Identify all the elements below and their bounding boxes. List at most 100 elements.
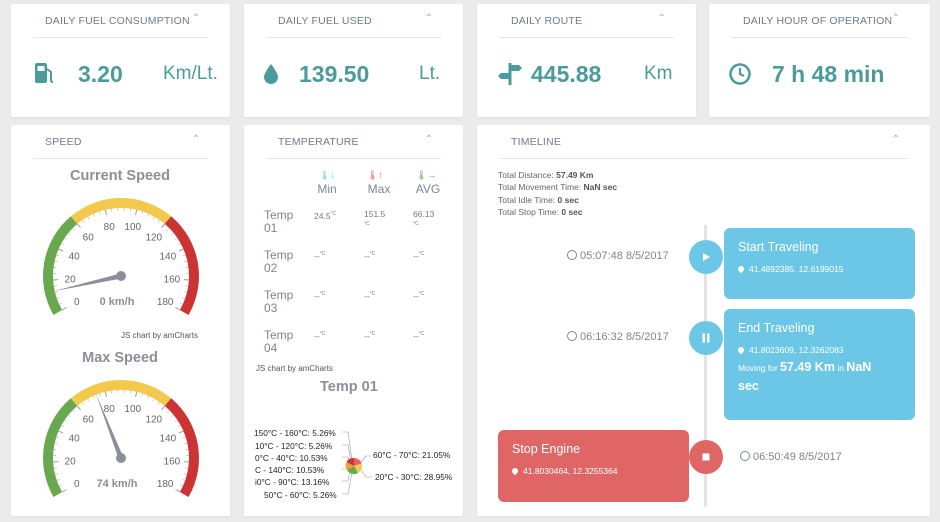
temp-max: --°C bbox=[364, 250, 376, 261]
gauge-tick bbox=[56, 479, 60, 481]
chevron-up-icon[interactable]: ⌃ bbox=[191, 134, 200, 145]
pause-icon[interactable] bbox=[689, 321, 723, 355]
card-title: DAILY FUEL CONSUMPTION bbox=[45, 15, 190, 27]
temp-min: --°C bbox=[314, 290, 326, 301]
card-title: SPEED bbox=[45, 136, 82, 148]
gauge-tick bbox=[182, 297, 186, 299]
temp-row-label: Temp 04 bbox=[264, 328, 294, 355]
map-pin-icon bbox=[736, 264, 746, 274]
gauge-tick bbox=[104, 209, 107, 215]
gauge-tick-label: 0 bbox=[74, 297, 80, 308]
event-coords: 41.8023609, 12.3262083 bbox=[736, 345, 844, 355]
temp-max: --°C bbox=[364, 330, 376, 341]
chevron-up-icon[interactable]: ⌃ bbox=[424, 13, 433, 24]
gauge-tick bbox=[182, 479, 186, 481]
gauge-tick bbox=[93, 395, 95, 399]
gauge-tick bbox=[61, 489, 67, 493]
pie-label: i0°C - 90°C: 13.16% bbox=[255, 477, 330, 487]
gauge-tick-label: 120 bbox=[145, 414, 162, 425]
gauge-tick bbox=[87, 398, 90, 402]
gauge-tick bbox=[174, 419, 178, 422]
event-title: End Traveling bbox=[738, 321, 815, 335]
event-card-stop[interactable]: Stop Engine 41.8030464, 12.3255364 bbox=[498, 430, 689, 502]
gauge-band-green bbox=[43, 398, 78, 497]
temp-avg: --°C bbox=[413, 330, 425, 341]
moving-summary: Moving for 57.49 Km in NaN sec bbox=[738, 360, 872, 393]
temp-avg: --°C bbox=[413, 250, 425, 261]
gauge-tick bbox=[93, 213, 95, 217]
gauge-tick bbox=[184, 442, 188, 444]
gauge-tick bbox=[82, 401, 85, 405]
event-card-end[interactable]: End Traveling 41.8023609, 12.3262083 Mov… bbox=[724, 309, 915, 420]
amcharts-credit[interactable]: JS chart by amCharts bbox=[121, 331, 198, 340]
gauge-tick bbox=[179, 302, 183, 305]
card-header: DAILY FUEL CONSUMPTION ⌃ bbox=[33, 4, 208, 38]
gauge-tick-label: 60 bbox=[83, 414, 95, 425]
gauge-tick-label: 160 bbox=[164, 456, 181, 467]
gauge-tick bbox=[59, 302, 63, 305]
gauge-tick-label: 120 bbox=[145, 232, 162, 243]
event-time: 06:16:32 8/5/2017 bbox=[567, 331, 669, 343]
card-title: DAILY ROUTE bbox=[511, 15, 583, 27]
pie-slices bbox=[345, 457, 363, 475]
gauge-tick bbox=[104, 391, 107, 397]
stop-icon[interactable] bbox=[689, 440, 723, 474]
gauge-tick bbox=[147, 213, 149, 217]
pie-label: 60°C - 70°C: 21.05% bbox=[373, 450, 451, 460]
chevron-up-icon[interactable]: ⌃ bbox=[424, 134, 433, 145]
temp-row-label: Temp 02 bbox=[264, 248, 294, 275]
gauge-tick bbox=[56, 254, 60, 257]
map-pin-icon bbox=[510, 466, 520, 476]
temp-min: 24.5°C bbox=[314, 210, 337, 221]
pie-title: Temp 01 bbox=[320, 379, 378, 395]
gauge-tick-label: 140 bbox=[159, 251, 176, 262]
event-card-start[interactable]: Start Traveling 41.4892385, 12.6199015 bbox=[724, 228, 915, 299]
gauge-tick bbox=[54, 260, 58, 262]
stat-value: 139.50 bbox=[299, 61, 370, 87]
chevron-up-icon[interactable]: ⌃ bbox=[657, 13, 666, 24]
gauge-tick bbox=[61, 243, 65, 246]
gauge-tick-label: 20 bbox=[65, 274, 77, 285]
play-icon[interactable] bbox=[689, 240, 723, 274]
gauge-tick bbox=[54, 442, 58, 444]
gauge-tick bbox=[177, 243, 181, 246]
amcharts-credit[interactable]: JS chart by amCharts bbox=[256, 364, 333, 373]
pie-label: 150°C - 160°C: 5.26% bbox=[254, 428, 336, 438]
gauge-tick bbox=[56, 436, 60, 439]
gauge-tick bbox=[72, 228, 75, 231]
gauge-tick bbox=[171, 232, 174, 235]
gauge-tick bbox=[147, 395, 149, 399]
chevron-up-icon[interactable]: ⌃ bbox=[891, 13, 900, 24]
gauge-band-red bbox=[164, 216, 199, 315]
event-time: 06:50:49 8/5/2017 bbox=[740, 451, 842, 463]
total-stop-time: Total Stop Time: 0 sec bbox=[498, 207, 583, 217]
gauge-tick-label: 20 bbox=[65, 456, 77, 467]
event-title: Stop Engine bbox=[512, 442, 581, 456]
clock-icon bbox=[567, 331, 577, 341]
stat-card-route: DAILY ROUTE ⌃ 445.88 Km bbox=[477, 4, 696, 117]
thermometer-min-icon: 🌡↓ bbox=[319, 170, 335, 180]
gauge-tick bbox=[61, 425, 65, 428]
gauge-tick bbox=[76, 405, 81, 411]
gauge-tick bbox=[178, 248, 184, 252]
gauge-tick bbox=[174, 237, 178, 240]
thermometer-max-icon: 🌡↑ bbox=[367, 170, 383, 180]
chevron-up-icon[interactable]: ⌃ bbox=[891, 134, 900, 145]
card-title: TEMPERATURE bbox=[278, 136, 359, 148]
gauge-tick bbox=[54, 473, 58, 475]
gauge-tick bbox=[135, 209, 138, 215]
card-header: DAILY FUEL USED ⌃ bbox=[266, 4, 441, 38]
clock-icon bbox=[729, 63, 751, 85]
max-speed-readout: 74 km/h bbox=[96, 478, 138, 490]
gauge-tick bbox=[82, 219, 85, 223]
current-speed-title: Current Speed bbox=[70, 168, 170, 184]
gauge-tick bbox=[161, 223, 166, 229]
stat-value: 445.88 bbox=[531, 61, 602, 87]
chevron-up-icon[interactable]: ⌃ bbox=[191, 13, 200, 24]
card-title: TIMELINE bbox=[511, 136, 562, 148]
gauge-tick-label: 140 bbox=[159, 433, 176, 444]
gauge-tick bbox=[58, 430, 64, 434]
pie-label: 20°C - 30°C: 28.95% bbox=[375, 472, 453, 482]
